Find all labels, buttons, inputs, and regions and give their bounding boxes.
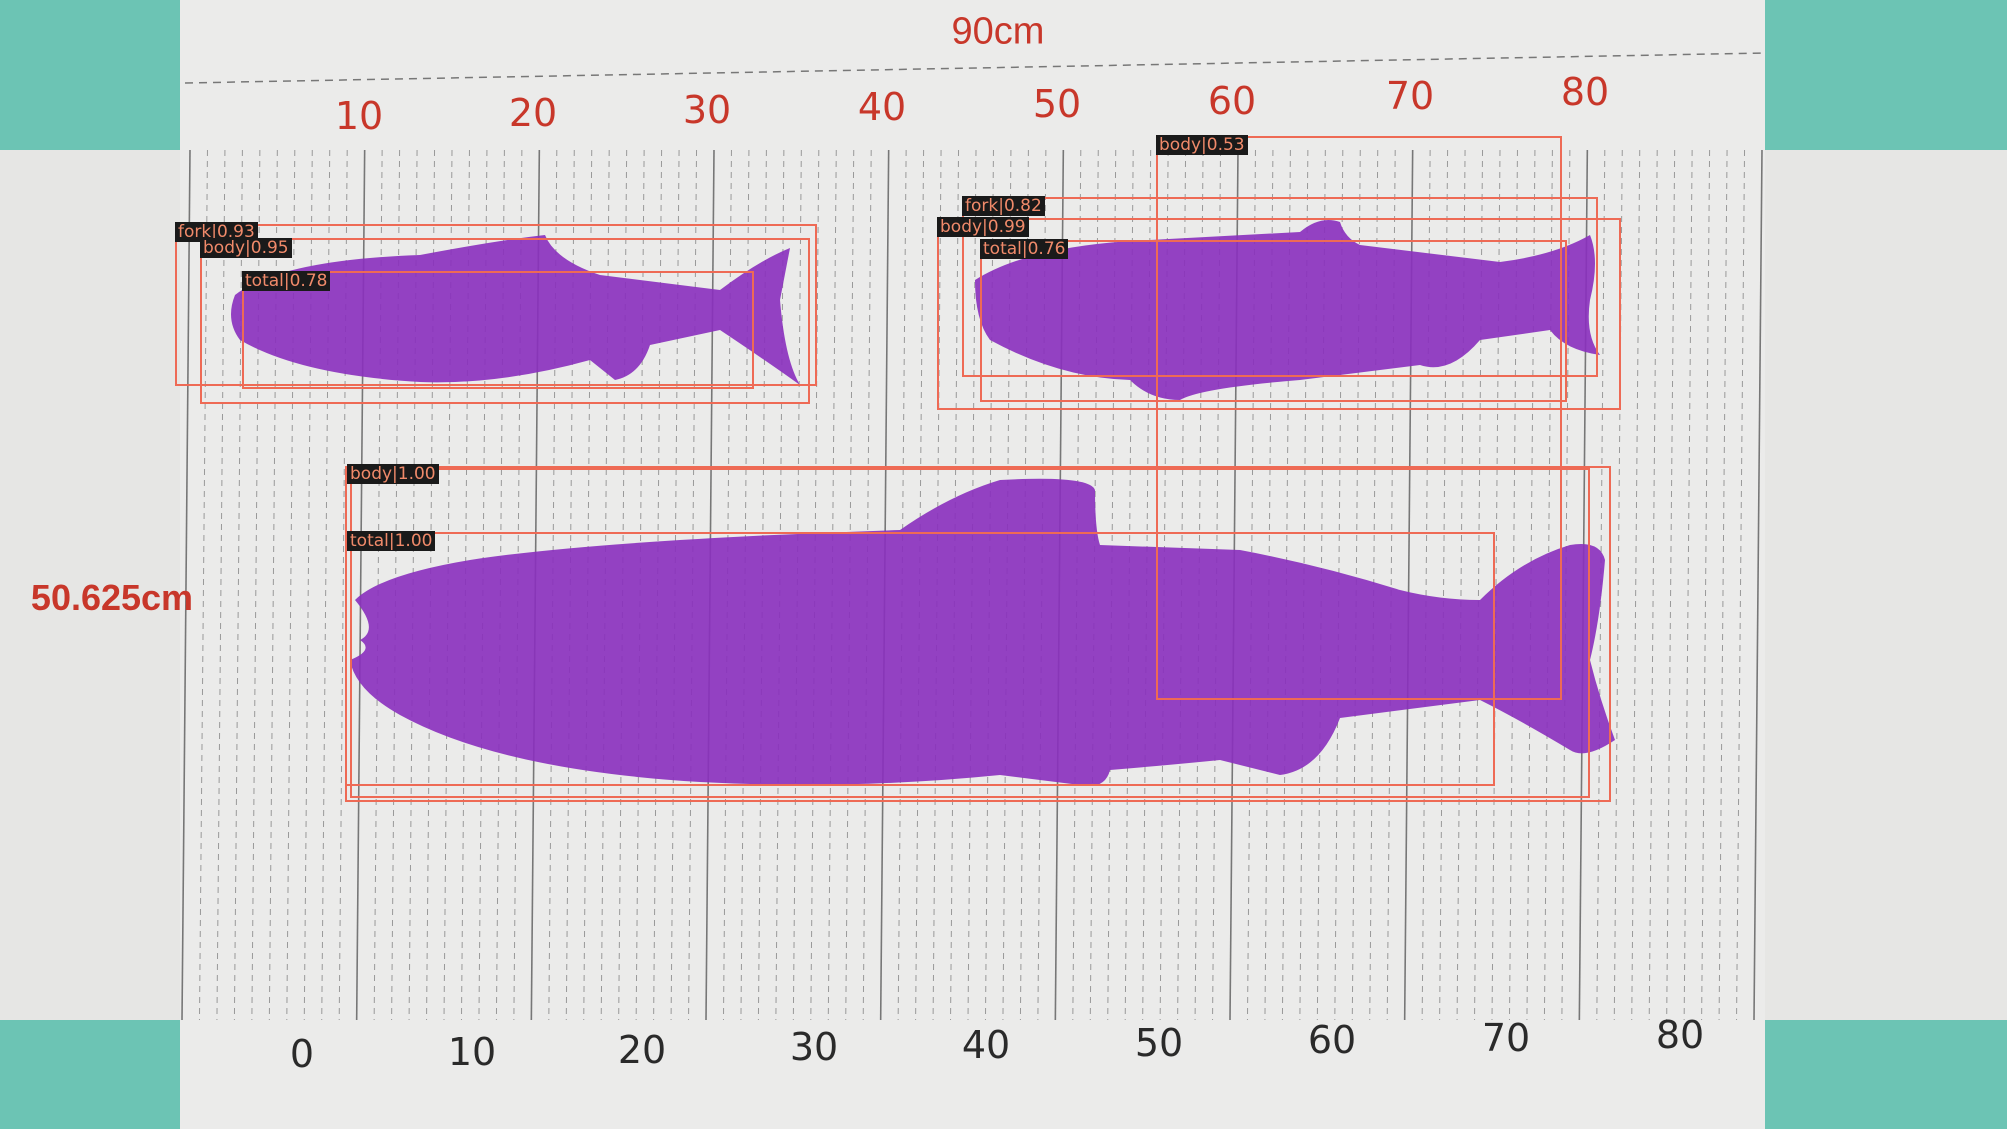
ruler-line — [775, 149, 785, 1021]
width-label: 90cm — [951, 10, 1045, 53]
fish-mask-large — [350, 478, 1615, 786]
top-tick-label: 50 — [1032, 82, 1082, 126]
detection-label: fork|0.82 — [962, 196, 1045, 216]
detection-box-total-large — [345, 532, 1495, 786]
bottom-tick-label: 50 — [1134, 1021, 1184, 1065]
detection-box-fork-small-left — [175, 224, 817, 386]
detection-box-total-small-left — [242, 271, 754, 389]
top-tick-label: 80 — [1560, 70, 1610, 114]
detection-box-body-misplaced — [1156, 136, 1562, 700]
ruler-line — [845, 149, 855, 1021]
ruler-line — [1753, 149, 1763, 1021]
top-tick-label: 10 — [334, 94, 384, 138]
ruler-line — [216, 149, 226, 1021]
detection-box-fork-small-right — [962, 197, 1598, 377]
ruler-line — [1596, 149, 1606, 1021]
ruler-line — [950, 149, 960, 1021]
ruler-line — [1631, 149, 1641, 1021]
detection-box-total-small-right — [980, 240, 1567, 402]
top-tick-label: 40 — [857, 85, 907, 129]
detection-box-body-large-alt — [350, 468, 1590, 798]
ruler-line — [827, 149, 837, 1021]
ruler-line — [792, 149, 802, 1021]
detection-label: body|0.99 — [937, 217, 1029, 237]
ruler-line — [181, 149, 191, 1021]
detection-label: total|0.76 — [980, 239, 1069, 259]
bottom-tick-label: 30 — [789, 1025, 839, 1069]
top-tick-label: 60 — [1207, 79, 1257, 123]
bottom-tick-label: 10 — [447, 1030, 497, 1074]
bottom-tick-label: 20 — [617, 1028, 667, 1072]
ruler-line — [932, 149, 942, 1021]
detection-box-body-small-right — [937, 218, 1621, 410]
ruler-line — [1648, 149, 1658, 1021]
bottom-tick-label: 0 — [289, 1032, 315, 1076]
ruler-line — [810, 149, 820, 1021]
ruler-line — [897, 149, 907, 1021]
detection-label: total|1.00 — [347, 531, 436, 551]
ruler-line — [1736, 149, 1746, 1021]
height-label: 50.625cm — [30, 577, 194, 618]
top-tick-label: 20 — [508, 91, 558, 135]
ruler-line — [1718, 149, 1728, 1021]
ruler-line — [967, 149, 977, 1021]
fish-mask-small-right — [975, 219, 1600, 400]
detection-label: body|1.00 — [347, 464, 439, 484]
detection-label: body|0.95 — [200, 238, 292, 258]
detection-label: fork|0.93 — [175, 222, 258, 242]
ruler-line — [915, 149, 925, 1021]
bottom-tick-label: 60 — [1307, 1018, 1357, 1062]
bottom-tick-label: 70 — [1481, 1016, 1531, 1060]
bottom-tick-label: 40 — [961, 1023, 1011, 1067]
detection-label: total|0.78 — [242, 271, 331, 291]
ruler-line — [1666, 149, 1676, 1021]
bottom-tick-label: 80 — [1655, 1013, 1705, 1057]
ruler-line — [1701, 149, 1711, 1021]
top-tick-label: 70 — [1385, 74, 1435, 118]
ruler-line — [198, 149, 208, 1021]
ruler-line — [862, 149, 872, 1021]
detection-label: body|0.53 — [1156, 135, 1248, 155]
top-tick-label: 30 — [682, 88, 732, 132]
ruler-line — [1683, 149, 1693, 1021]
detection-box-body-small-left — [200, 238, 810, 404]
